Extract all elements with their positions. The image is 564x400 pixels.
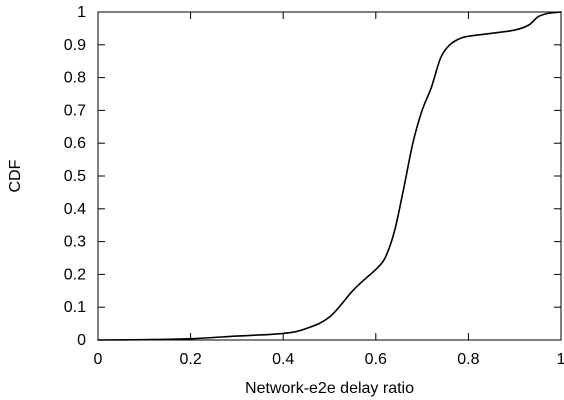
x-tick-label: 1 — [557, 351, 564, 368]
y-tick-label: 0.4 — [64, 201, 86, 218]
ticks-layer — [97, 11, 562, 341]
y-tick-label: 0.5 — [64, 168, 86, 185]
series-layer — [97, 11, 562, 341]
cdf-series-line — [97, 11, 562, 341]
x-tick-label: 0 — [94, 351, 103, 368]
y-tick-label: 0.8 — [64, 70, 86, 87]
x-tick-label: 0.6 — [365, 351, 387, 368]
y-tick-label: 1 — [77, 4, 86, 21]
y-tick-label: 0.3 — [64, 234, 86, 251]
y-tick-label: 0 — [77, 332, 86, 349]
y-tick-label: 0.2 — [64, 266, 86, 283]
y-tick-label: 0.1 — [64, 299, 86, 316]
y-tick-label: 0.6 — [64, 135, 86, 152]
y-axis-label: CDF — [7, 159, 24, 192]
x-tick-label: 0.2 — [179, 351, 201, 368]
y-tick-label: 0.7 — [64, 102, 86, 119]
plot-frame — [97, 11, 562, 341]
x-tick-label: 0.8 — [457, 351, 479, 368]
y-tick-label: 0.9 — [64, 37, 86, 54]
x-tick-label: 0.4 — [272, 351, 294, 368]
tick-labels-layer: 0 0.2 0.4 0.6 0.8 1 0 0.1 0.2 0.3 0.4 0.5 0.6 0.7 0.8 0… — [64, 4, 564, 368]
x-axis-label: Network-e2e delay ratio — [245, 380, 414, 397]
